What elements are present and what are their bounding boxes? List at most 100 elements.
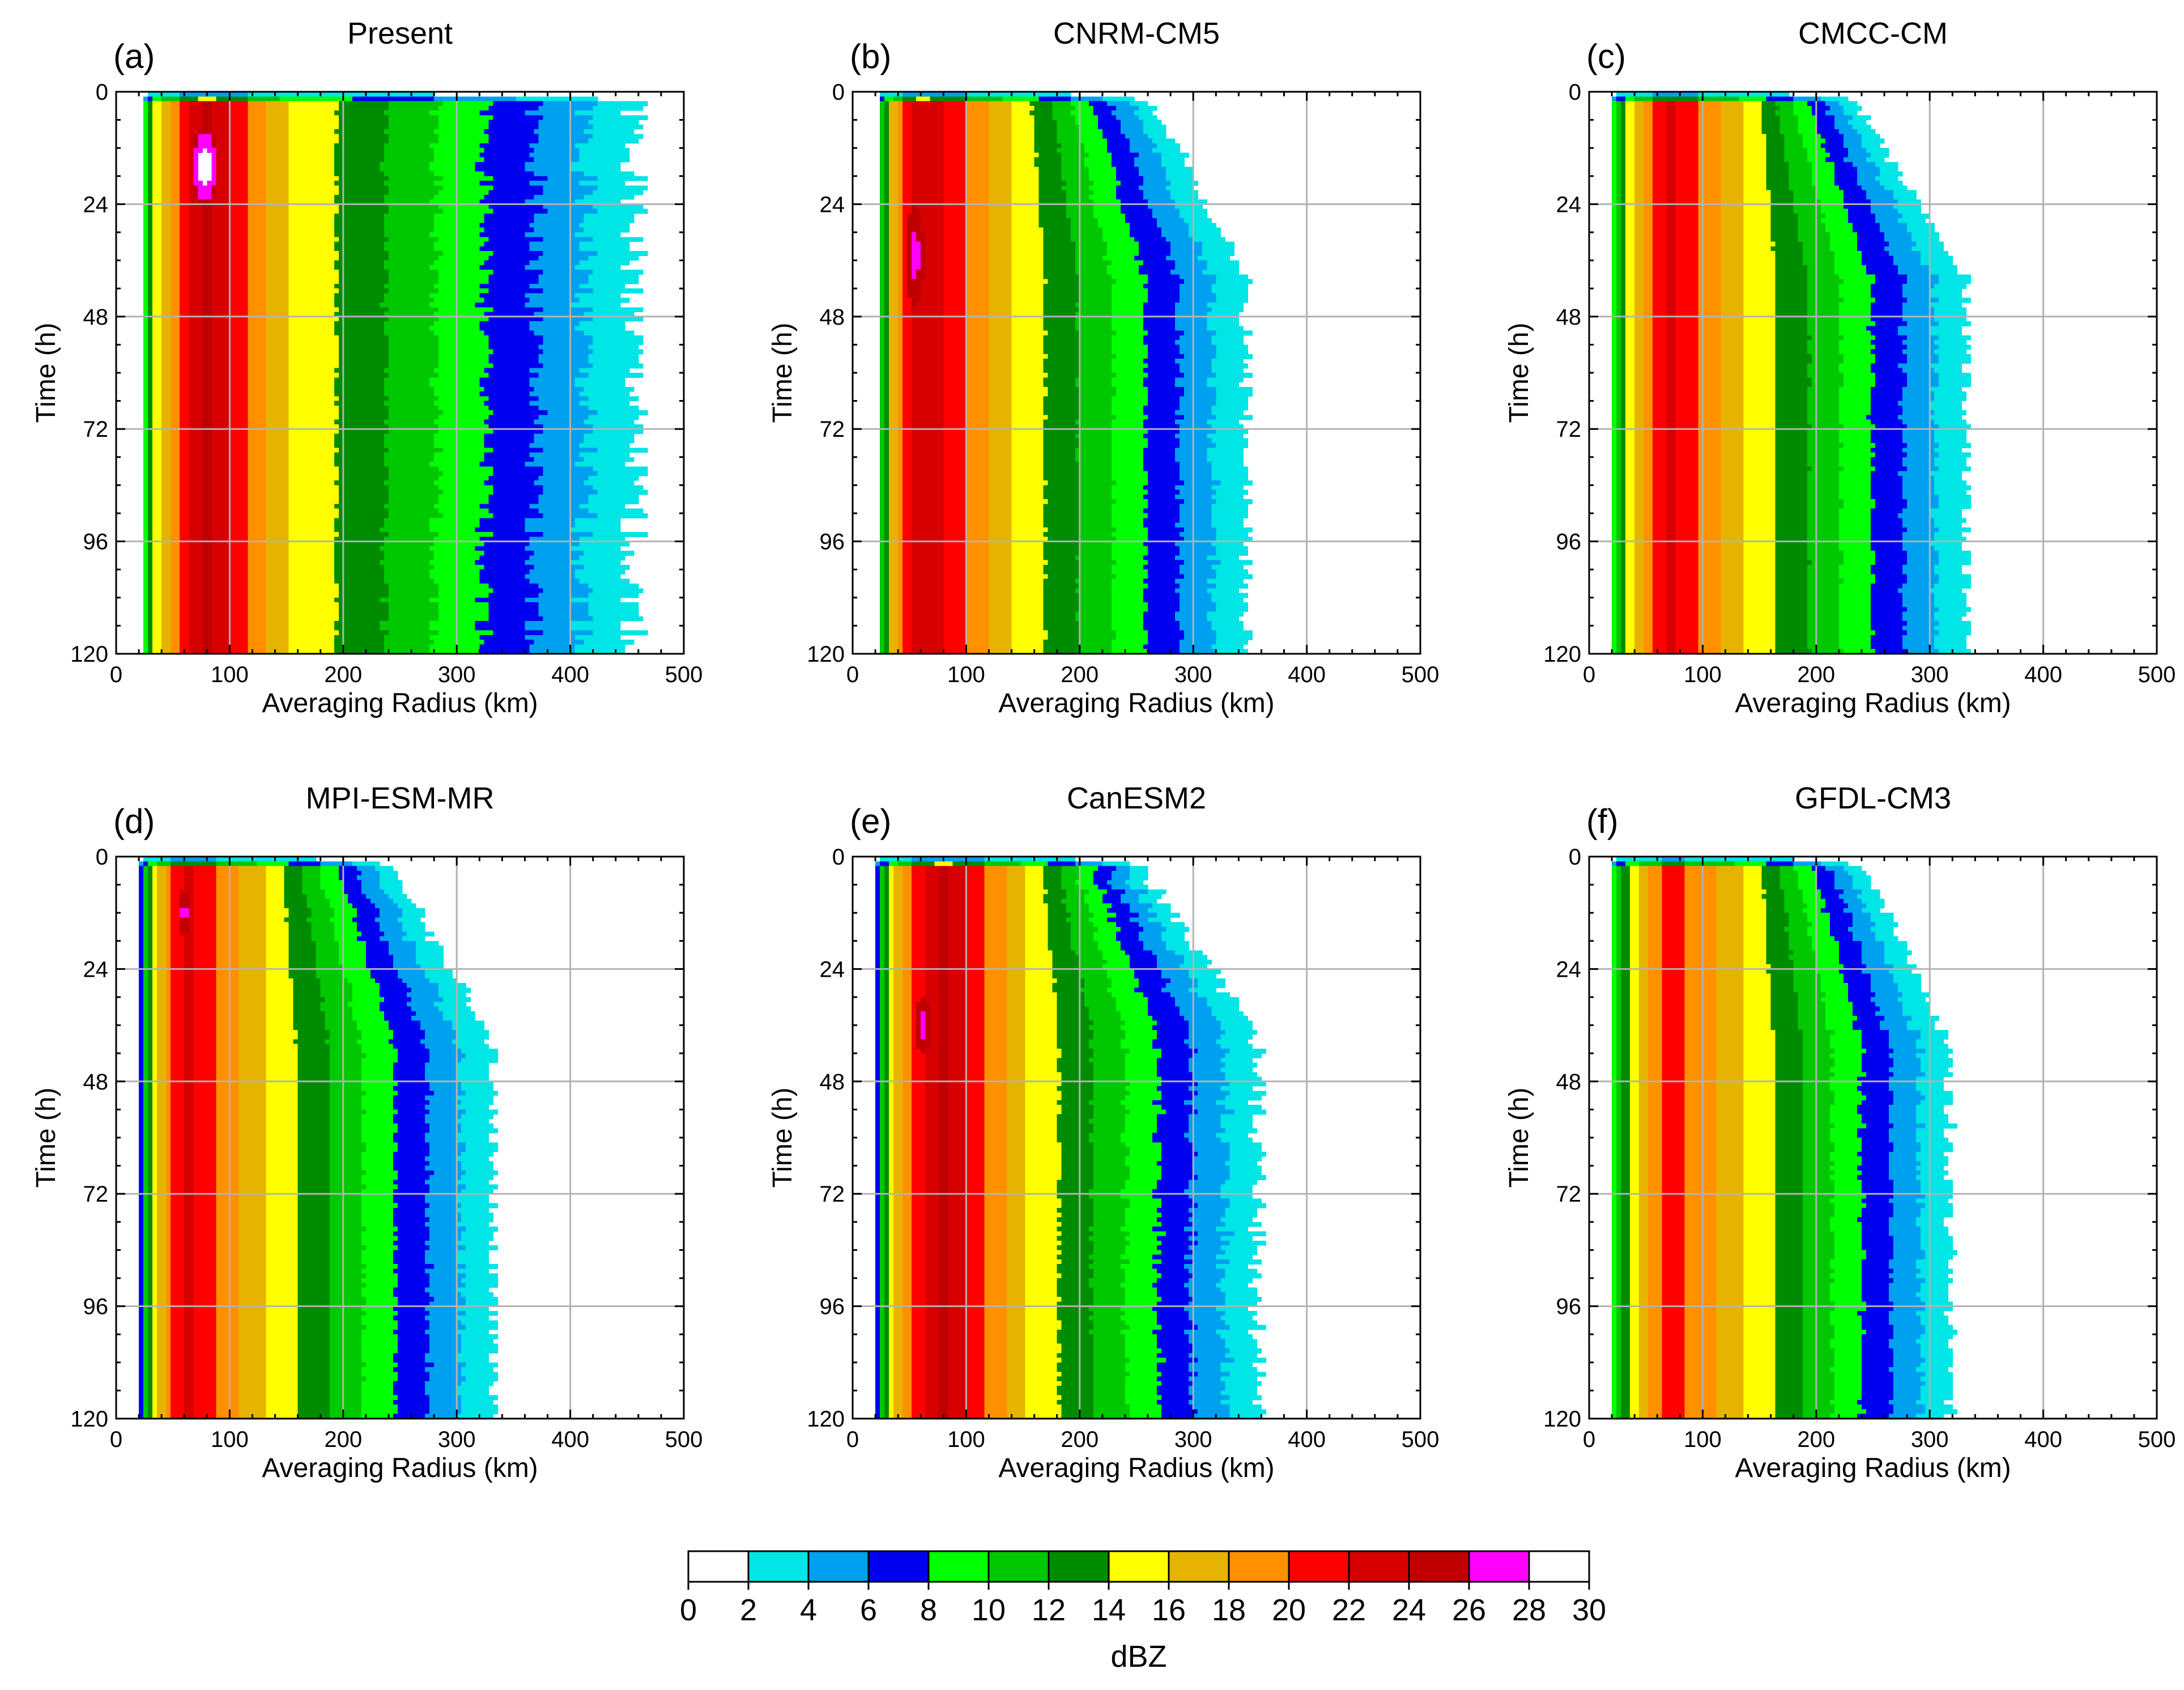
x-tick-label: 400 bbox=[2024, 1427, 2062, 1452]
y-tick-label: 120 bbox=[807, 642, 845, 667]
y-tick-label: 72 bbox=[83, 1182, 109, 1207]
y-axis-label: Time (h) bbox=[31, 323, 61, 423]
y-axis-label: Time (h) bbox=[768, 1088, 798, 1188]
panel-title: CNRM-CM5 bbox=[1053, 16, 1220, 50]
x-tick-label: 0 bbox=[1583, 662, 1595, 687]
colorbar-tick-label: 26 bbox=[1452, 1593, 1486, 1627]
y-axis-label: Time (h) bbox=[768, 323, 798, 423]
y-tick-label: 48 bbox=[83, 305, 109, 330]
axis-ticks bbox=[1588, 855, 2158, 1420]
x-tick-label: 100 bbox=[947, 1427, 985, 1452]
x-tick-label: 200 bbox=[324, 662, 362, 687]
y-tick-label: 24 bbox=[83, 192, 109, 217]
x-tick-label: 300 bbox=[438, 1427, 476, 1452]
x-tick-label: 500 bbox=[1402, 1427, 1440, 1452]
y-tick-label: 120 bbox=[807, 1407, 845, 1432]
x-tick-label: 500 bbox=[2138, 1427, 2176, 1452]
panel-title: CanESM2 bbox=[1067, 781, 1206, 815]
colorbar-tick-label: 8 bbox=[920, 1593, 937, 1627]
x-tick-label: 300 bbox=[1174, 1427, 1212, 1452]
y-tick-label: 0 bbox=[832, 845, 845, 870]
x-tick-label: 400 bbox=[1288, 662, 1326, 687]
colorbar-tick-label: 24 bbox=[1392, 1593, 1426, 1627]
y-tick-label: 24 bbox=[820, 192, 845, 217]
y-axis-label: Time (h) bbox=[1504, 1088, 1534, 1188]
y-tick-label: 0 bbox=[832, 80, 845, 105]
x-axis-label: Averaging Radius (km) bbox=[262, 1453, 538, 1483]
x-axis-label: Averaging Radius (km) bbox=[998, 688, 1274, 718]
colorbar-swatch bbox=[1288, 1550, 1350, 1583]
colorbar-tick-label: 22 bbox=[1332, 1593, 1366, 1627]
x-axis-label: Averaging Radius (km) bbox=[262, 688, 538, 718]
y-tick-label: 0 bbox=[96, 80, 108, 105]
x-tick-label: 300 bbox=[1174, 662, 1212, 687]
y-tick-label: 0 bbox=[1569, 80, 1581, 105]
colorbar-label: dBZ bbox=[1110, 1640, 1166, 1674]
x-tick-label: 400 bbox=[551, 662, 589, 687]
colorbar-tick-label: 14 bbox=[1092, 1593, 1126, 1627]
gridlines bbox=[116, 857, 684, 1419]
x-tick-label: 500 bbox=[2138, 662, 2176, 687]
x-tick-label: 200 bbox=[1061, 1427, 1099, 1452]
reflectivity-field bbox=[139, 857, 498, 1419]
reflectivity-field bbox=[1612, 92, 1971, 654]
y-tick-label: 72 bbox=[820, 1182, 845, 1207]
x-tick-label: 100 bbox=[1684, 662, 1722, 687]
panel-title: GFDL-CM3 bbox=[1795, 781, 1951, 815]
colorbar-tick-label: 6 bbox=[860, 1593, 877, 1627]
y-tick-label: 48 bbox=[820, 1070, 845, 1095]
x-tick-label: 100 bbox=[211, 1427, 249, 1452]
colorbar-tick-label: 4 bbox=[800, 1593, 817, 1627]
x-axis-label: Averaging Radius (km) bbox=[1735, 688, 2011, 718]
y-tick-label: 96 bbox=[83, 1295, 109, 1319]
panel-c: 0 100 200 300 400 500 0 24 48 72 96 120 Averaging Ra… bbox=[1504, 16, 2176, 718]
axis-ticks bbox=[115, 91, 685, 655]
y-tick-label: 24 bbox=[820, 957, 845, 982]
colorbar-swatch bbox=[1168, 1550, 1230, 1583]
y-tick-label: 96 bbox=[820, 1295, 845, 1319]
axis-ticks bbox=[852, 855, 1421, 1420]
colorbar-tick-label: 30 bbox=[1572, 1593, 1606, 1627]
x-tick-label: 400 bbox=[2024, 662, 2062, 687]
panel-letter: (e) bbox=[850, 802, 891, 840]
y-tick-label: 120 bbox=[70, 1407, 108, 1432]
y-axis-label: Time (h) bbox=[31, 1088, 61, 1188]
x-tick-label: 100 bbox=[1684, 1427, 1722, 1452]
y-tick-label: 120 bbox=[1543, 1407, 1581, 1432]
panel-title: Present bbox=[347, 16, 453, 50]
x-tick-label: 300 bbox=[1911, 1427, 1949, 1452]
axis-ticks bbox=[115, 855, 685, 1420]
gridlines bbox=[116, 92, 684, 654]
y-tick-label: 48 bbox=[1556, 305, 1582, 330]
x-tick-label: 100 bbox=[211, 662, 249, 687]
axis-ticks bbox=[852, 91, 1421, 655]
panel-letter: (b) bbox=[850, 37, 891, 75]
x-tick-label: 0 bbox=[110, 1427, 122, 1452]
reflectivity-field bbox=[875, 857, 1267, 1419]
panel-title: MPI-ESM-MR bbox=[306, 781, 495, 815]
colorbar-swatch bbox=[1108, 1550, 1170, 1583]
y-tick-label: 96 bbox=[1556, 530, 1582, 555]
x-tick-label: 0 bbox=[846, 1427, 859, 1452]
panel-b: 0 100 200 300 400 500 0 24 48 72 96 120 Averaging Ra… bbox=[768, 16, 1439, 718]
panel-f: 0 100 200 300 400 500 0 24 48 72 96 120 Averaging Ra… bbox=[1504, 781, 2176, 1483]
y-tick-label: 0 bbox=[1569, 845, 1581, 870]
colorbar-tick-label: 10 bbox=[972, 1593, 1006, 1627]
colorbar-swatch bbox=[867, 1550, 930, 1583]
y-tick-label: 72 bbox=[820, 417, 845, 442]
x-tick-label: 200 bbox=[1797, 662, 1835, 687]
axis-ticks bbox=[1588, 91, 2158, 655]
colorbar-swatch bbox=[1408, 1550, 1470, 1583]
y-axis-label: Time (h) bbox=[1504, 323, 1534, 423]
y-tick-label: 96 bbox=[1556, 1295, 1582, 1319]
y-tick-label: 24 bbox=[83, 957, 109, 982]
panel-letter: (c) bbox=[1586, 37, 1626, 75]
colorbar-tick-label: 20 bbox=[1272, 1593, 1306, 1627]
x-tick-label: 500 bbox=[1402, 662, 1440, 687]
y-tick-label: 24 bbox=[1556, 957, 1582, 982]
y-tick-label: 72 bbox=[83, 417, 109, 442]
x-tick-label: 0 bbox=[846, 662, 859, 687]
y-tick-label: 24 bbox=[1556, 192, 1582, 217]
